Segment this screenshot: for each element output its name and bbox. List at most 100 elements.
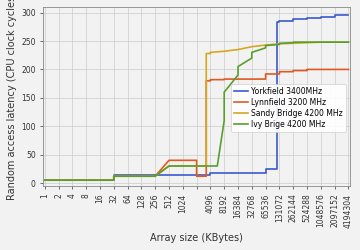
Ivy Brige 4200 MHz xyxy=(112,175,116,178)
Yorkfield 3400MHz xyxy=(70,179,75,182)
Sandy Bridge 4200 MHz xyxy=(236,48,240,51)
Yorkfield 3400MHz xyxy=(208,171,212,174)
Line: Sandy Bridge 4200 MHz: Sandy Bridge 4200 MHz xyxy=(45,42,348,180)
Sandy Bridge 4200 MHz xyxy=(291,42,295,45)
Yorkfield 3400MHz xyxy=(277,20,282,23)
Sandy Bridge 4200 MHz xyxy=(139,175,144,178)
Sandy Bridge 4200 MHz xyxy=(153,175,157,178)
Lynnfield 3200 MHz xyxy=(204,175,208,178)
Ivy Brige 4200 MHz xyxy=(249,56,254,59)
Sandy Bridge 4200 MHz xyxy=(208,51,212,54)
Lynnfield 3200 MHz xyxy=(42,179,47,182)
Yorkfield 3400MHz xyxy=(112,173,116,176)
Ivy Brige 4200 MHz xyxy=(333,41,337,44)
Lynnfield 3200 MHz xyxy=(208,78,212,81)
Yorkfield 3400MHz xyxy=(305,18,309,21)
Yorkfield 3400MHz xyxy=(333,14,337,17)
Lynnfield 3200 MHz xyxy=(112,175,116,178)
Lynnfield 3200 MHz xyxy=(277,70,282,73)
Ivy Brige 4200 MHz xyxy=(112,179,116,182)
Yorkfield 3400MHz xyxy=(319,17,323,20)
Sandy Bridge 4200 MHz xyxy=(181,164,185,168)
Yorkfield 3400MHz xyxy=(153,173,157,176)
Yorkfield 3400MHz xyxy=(305,17,309,20)
Lynnfield 3200 MHz xyxy=(333,68,337,71)
Yorkfield 3400MHz xyxy=(125,173,130,176)
Ivy Brige 4200 MHz xyxy=(277,43,282,46)
Sandy Bridge 4200 MHz xyxy=(153,175,157,178)
Sandy Bridge 4200 MHz xyxy=(319,41,323,44)
Yorkfield 3400MHz xyxy=(346,14,351,17)
Sandy Bridge 4200 MHz xyxy=(112,179,116,182)
Lynnfield 3200 MHz xyxy=(139,175,144,178)
Sandy Bridge 4200 MHz xyxy=(194,164,199,168)
Lynnfield 3200 MHz xyxy=(236,78,240,80)
Sandy Bridge 4200 MHz xyxy=(333,41,337,44)
Ivy Brige 4200 MHz xyxy=(125,175,130,178)
Sandy Bridge 4200 MHz xyxy=(112,175,116,178)
Sandy Bridge 4200 MHz xyxy=(204,52,208,55)
Legend: Yorkfield 3400MHz, Lynnfield 3200 MHz, Sandy Bridge 4200 MHz, Ivy Brige 4200 MHz: Yorkfield 3400MHz, Lynnfield 3200 MHz, S… xyxy=(231,84,346,132)
Lynnfield 3200 MHz xyxy=(153,175,157,178)
Ivy Brige 4200 MHz xyxy=(236,74,240,76)
Lynnfield 3200 MHz xyxy=(125,175,130,178)
Ivy Brige 4200 MHz xyxy=(333,41,337,44)
Lynnfield 3200 MHz xyxy=(236,78,240,80)
Yorkfield 3400MHz xyxy=(319,16,323,19)
Yorkfield 3400MHz xyxy=(277,21,282,24)
Lynnfield 3200 MHz xyxy=(319,68,323,71)
Yorkfield 3400MHz xyxy=(42,179,47,182)
Lynnfield 3200 MHz xyxy=(333,68,337,71)
Lynnfield 3200 MHz xyxy=(305,69,309,72)
Yorkfield 3400MHz xyxy=(153,173,157,176)
Ivy Brige 4200 MHz xyxy=(319,41,323,44)
Sandy Bridge 4200 MHz xyxy=(208,52,212,55)
Lynnfield 3200 MHz xyxy=(291,69,295,72)
Ivy Brige 4200 MHz xyxy=(319,41,323,44)
Ivy Brige 4200 MHz xyxy=(194,164,199,168)
Y-axis label: Random access latency (CPU clock cycles): Random access latency (CPU clock cycles) xyxy=(7,0,17,200)
Yorkfield 3400MHz xyxy=(264,167,268,170)
Yorkfield 3400MHz xyxy=(249,171,254,174)
Lynnfield 3200 MHz xyxy=(181,159,185,162)
Line: Yorkfield 3400MHz: Yorkfield 3400MHz xyxy=(45,16,348,180)
Yorkfield 3400MHz xyxy=(98,179,102,182)
Sandy Bridge 4200 MHz xyxy=(98,179,102,182)
Yorkfield 3400MHz xyxy=(112,179,116,182)
Lynnfield 3200 MHz xyxy=(319,68,323,71)
Lynnfield 3200 MHz xyxy=(264,72,268,76)
Sandy Bridge 4200 MHz xyxy=(249,45,254,48)
Sandy Bridge 4200 MHz xyxy=(167,164,171,168)
Ivy Brige 4200 MHz xyxy=(181,164,185,168)
Lynnfield 3200 MHz xyxy=(291,70,295,73)
Ivy Brige 4200 MHz xyxy=(139,175,144,178)
Lynnfield 3200 MHz xyxy=(249,78,254,80)
Lynnfield 3200 MHz xyxy=(84,179,88,182)
Ivy Brige 4200 MHz xyxy=(84,179,88,182)
Sandy Bridge 4200 MHz xyxy=(181,164,185,168)
Sandy Bridge 4200 MHz xyxy=(84,179,88,182)
Yorkfield 3400MHz xyxy=(291,18,295,21)
Ivy Brige 4200 MHz xyxy=(215,164,220,168)
Yorkfield 3400MHz xyxy=(264,171,268,174)
Ivy Brige 4200 MHz xyxy=(194,164,199,168)
Ivy Brige 4200 MHz xyxy=(208,164,212,168)
Sandy Bridge 4200 MHz xyxy=(125,175,130,178)
Lynnfield 3200 MHz xyxy=(125,175,130,178)
Ivy Brige 4200 MHz xyxy=(305,41,309,44)
Ivy Brige 4200 MHz xyxy=(208,164,212,168)
Lynnfield 3200 MHz xyxy=(98,179,102,182)
Sandy Bridge 4200 MHz xyxy=(277,42,282,45)
Sandy Bridge 4200 MHz xyxy=(319,41,323,44)
Sandy Bridge 4200 MHz xyxy=(194,164,199,168)
Yorkfield 3400MHz xyxy=(139,173,144,176)
Sandy Bridge 4200 MHz xyxy=(70,179,75,182)
Sandy Bridge 4200 MHz xyxy=(57,179,61,182)
Lynnfield 3200 MHz xyxy=(112,179,116,182)
Sandy Bridge 4200 MHz xyxy=(204,164,208,168)
Yorkfield 3400MHz xyxy=(274,167,279,170)
Ivy Brige 4200 MHz xyxy=(277,42,282,45)
Yorkfield 3400MHz xyxy=(236,171,240,174)
Ivy Brige 4200 MHz xyxy=(153,175,157,178)
Yorkfield 3400MHz xyxy=(167,173,171,176)
